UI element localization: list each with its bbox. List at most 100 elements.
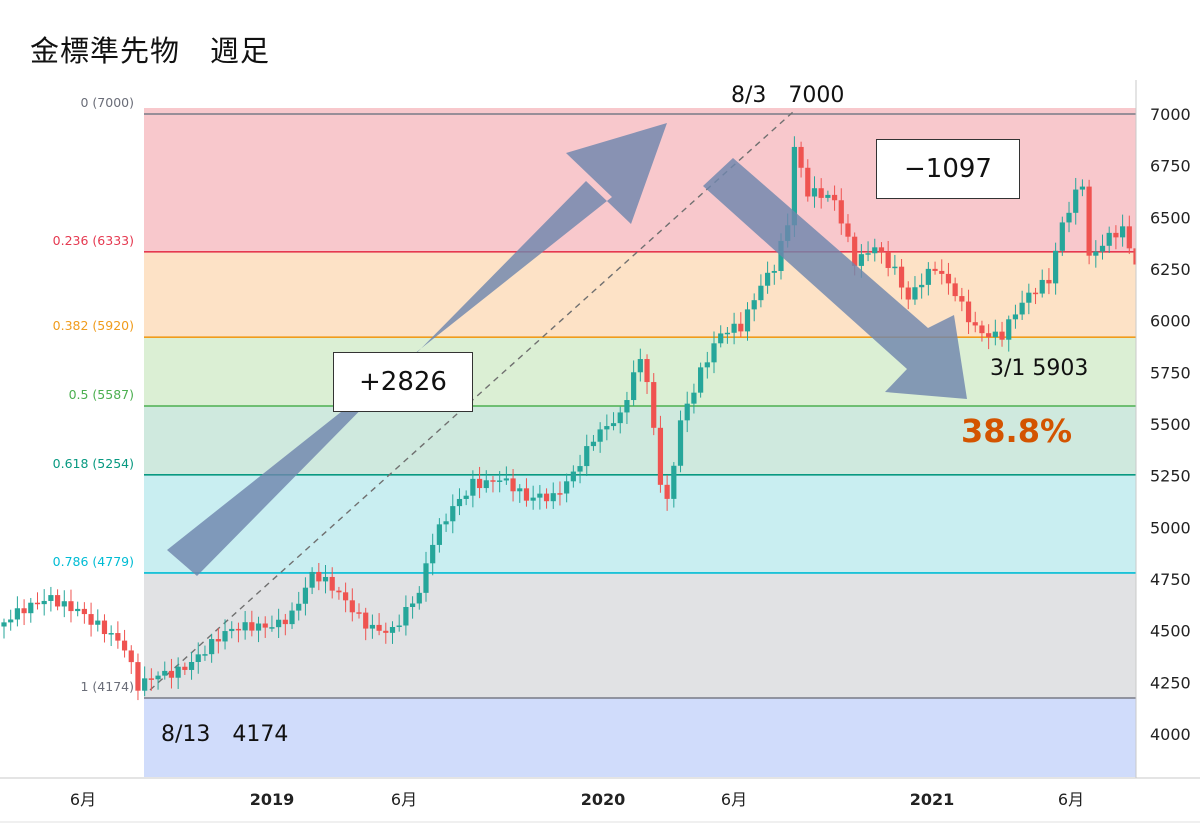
- candle-body: [376, 624, 382, 631]
- candle: [135, 653, 141, 701]
- candle: [610, 412, 617, 431]
- candle: [838, 188, 844, 235]
- candle: [289, 602, 295, 629]
- candle-body: [349, 600, 355, 613]
- candle-body: [718, 333, 724, 344]
- candle-body: [637, 359, 643, 373]
- candle: [758, 274, 764, 308]
- candle-body: [383, 630, 389, 633]
- candle: [811, 176, 818, 208]
- candle-body: [343, 592, 349, 601]
- candle-body: [409, 603, 416, 607]
- candle-body: [852, 236, 858, 266]
- candle-body: [1019, 302, 1025, 315]
- price-tick: 6500: [1150, 208, 1191, 227]
- candle-body: [584, 446, 590, 467]
- candle-body: [416, 592, 422, 604]
- candle: [892, 254, 898, 275]
- candle-body: [302, 587, 309, 604]
- candle-body: [75, 608, 81, 612]
- candle-body: [831, 194, 838, 201]
- candle: [242, 611, 248, 640]
- low-annotation: 8/13 4174: [161, 722, 289, 747]
- fib-label: 0.236 (6333): [53, 233, 134, 248]
- candle: [564, 473, 570, 503]
- candle-body: [1120, 226, 1126, 238]
- candle: [738, 312, 744, 338]
- candle-body: [1026, 292, 1032, 303]
- candle: [671, 462, 677, 508]
- candle: [8, 609, 14, 631]
- candle: [369, 614, 376, 639]
- candle-body: [34, 602, 41, 605]
- candle: [751, 293, 757, 322]
- candle-body: [128, 650, 134, 663]
- time-tick: 6月: [391, 790, 417, 809]
- candle: [691, 383, 697, 414]
- candle: [121, 629, 128, 658]
- candle-body: [644, 359, 650, 383]
- candle: [416, 586, 422, 610]
- candle: [269, 615, 275, 632]
- candle: [209, 633, 215, 663]
- candle: [952, 277, 958, 302]
- time-tick: 2021: [910, 790, 955, 809]
- candle-body: [764, 272, 771, 286]
- candle-body: [945, 273, 952, 284]
- candle: [101, 614, 108, 643]
- candle-body: [1099, 245, 1106, 252]
- candle-body: [21, 608, 27, 614]
- candle-body: [1113, 232, 1119, 238]
- retracement-percent: 38.8%: [961, 412, 1073, 450]
- candle: [202, 645, 208, 661]
- fib-label: 0 (7000): [81, 95, 135, 110]
- candle: [148, 668, 154, 691]
- candle: [965, 289, 972, 335]
- candle-body: [329, 576, 335, 591]
- time-tick: 6月: [70, 790, 96, 809]
- candle: [1006, 315, 1012, 352]
- candle-body: [771, 270, 777, 273]
- candle-body: [805, 167, 811, 197]
- candle-body: [54, 595, 61, 607]
- candle: [865, 241, 871, 262]
- candle: [878, 242, 885, 264]
- candle-body: [81, 608, 87, 615]
- candle-body: [476, 478, 483, 489]
- candle-body: [557, 493, 563, 495]
- candle: [711, 331, 717, 374]
- candle: [450, 494, 456, 534]
- candle-body: [543, 493, 550, 502]
- price-tick: 6000: [1150, 312, 1191, 331]
- candle-body: [88, 614, 94, 625]
- candles: [1, 136, 1139, 701]
- rise-label-box: +2826: [333, 352, 473, 412]
- candle-body: [289, 610, 295, 625]
- candle-body: [61, 601, 67, 607]
- candle-body: [262, 623, 268, 628]
- candle: [188, 651, 195, 680]
- candle-body: [1046, 279, 1052, 284]
- candle-body: [677, 420, 684, 466]
- candle: [108, 625, 114, 647]
- candle-body: [570, 471, 576, 482]
- candle: [503, 466, 509, 485]
- candle: [972, 311, 978, 333]
- candle-body: [878, 247, 885, 252]
- candle: [537, 485, 543, 510]
- candle-body: [389, 627, 396, 633]
- candle-body: [731, 323, 737, 333]
- candle-body: [296, 603, 302, 611]
- candle-body: [483, 480, 489, 489]
- candle-body: [168, 670, 175, 678]
- candle: [764, 261, 771, 294]
- candle: [979, 320, 985, 342]
- candle: [28, 597, 34, 623]
- candle-body: [872, 247, 878, 254]
- candle-body: [979, 325, 985, 334]
- candle: [215, 628, 221, 654]
- candle-body: [510, 478, 516, 492]
- candle-body: [135, 662, 141, 691]
- candle: [1120, 214, 1126, 247]
- price-tick: 4500: [1150, 622, 1191, 641]
